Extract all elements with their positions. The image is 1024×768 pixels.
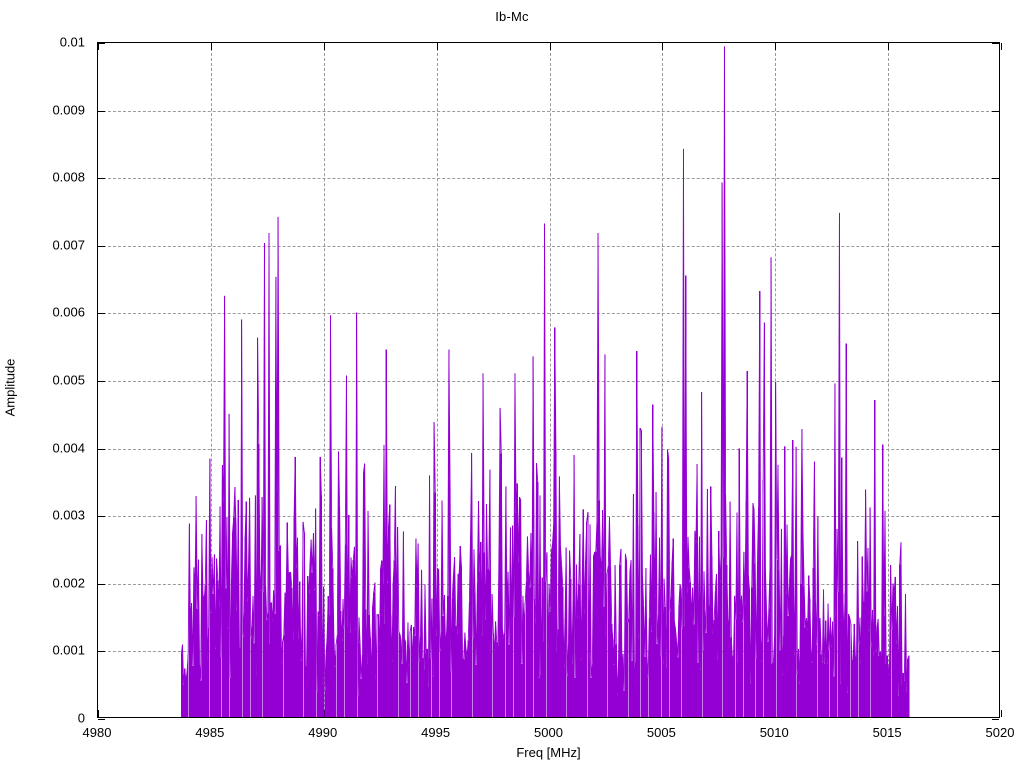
y-tick-mark [98, 110, 105, 112]
x-tick-label: 5015 [872, 725, 902, 740]
y-tick-mark [992, 381, 999, 382]
gridline-horizontal [98, 448, 999, 450]
chart-title: Ib-Mc [495, 9, 529, 24]
gridline-vertical [210, 43, 212, 717]
y-tick-mark [98, 178, 105, 180]
y-tick-mark [992, 43, 999, 44]
y-tick-label: 0 [77, 710, 85, 726]
plot-area [97, 42, 1002, 720]
y-tick-mark [992, 313, 999, 315]
x-tick-mark [98, 710, 99, 717]
x-tick-label: 5000 [534, 725, 563, 740]
y-tick-label: 0.01 [59, 34, 85, 50]
x-tick-mark [210, 43, 212, 50]
y-tick-mark [992, 719, 999, 720]
y-tick-mark [98, 313, 105, 315]
y-tick-mark [98, 245, 105, 247]
y-tick-label: 0.001 [52, 642, 85, 658]
y-tick-mark [98, 583, 105, 585]
x-tick-mark [323, 43, 325, 50]
y-axis-title: Amplitude [2, 358, 18, 417]
gridline-vertical [888, 43, 890, 717]
spectrum-series [180, 46, 910, 717]
gridline-horizontal [98, 381, 999, 382]
y-tick-mark [992, 583, 999, 585]
spectrum-impulses [180, 46, 910, 717]
x-tick-label: 5020 [985, 725, 1015, 740]
y-tick-mark [992, 110, 999, 112]
y-tick-mark [992, 516, 999, 518]
spectrum-trace [180, 46, 910, 697]
x-tick-mark [436, 43, 438, 50]
y-tick-mark [98, 448, 105, 450]
x-tick-mark [662, 43, 664, 50]
y-tick-label: 0.005 [52, 372, 85, 388]
gridline-vertical [436, 43, 438, 717]
gridline-horizontal [98, 245, 999, 247]
x-tick-mark [888, 43, 890, 50]
y-tick-mark [98, 43, 105, 44]
y-tick-mark [98, 516, 105, 518]
gridline-horizontal [98, 516, 999, 518]
y-tick-mark [992, 178, 999, 180]
y-tick-mark [992, 448, 999, 450]
y-tick-label: 0.002 [52, 575, 85, 591]
y-tick-label: 0.007 [52, 237, 85, 253]
x-tick-mark [1001, 43, 1002, 50]
y-tick-mark [992, 245, 999, 247]
gridline-horizontal [98, 313, 999, 315]
y-tick-label: 0.006 [52, 304, 85, 320]
x-tick-label: 5005 [646, 725, 676, 740]
x-tick-label: 4980 [82, 725, 112, 740]
x-tick-label: 5010 [759, 725, 789, 740]
gridline-vertical [775, 43, 777, 717]
gridline-horizontal [98, 178, 999, 180]
x-tick-label: 4985 [195, 725, 225, 740]
x-tick-mark [775, 43, 777, 50]
y-tick-mark [98, 719, 105, 720]
gridline-vertical [549, 43, 551, 717]
y-tick-mark [992, 651, 999, 653]
x-tick-mark [549, 43, 551, 50]
gridline-vertical [662, 43, 664, 717]
gridline-horizontal [98, 110, 999, 112]
y-tick-label: 0.008 [52, 169, 85, 185]
gridline-vertical [323, 43, 325, 717]
y-tick-mark [98, 381, 105, 382]
y-tick-label: 0.009 [52, 102, 85, 118]
x-tick-label: 4995 [421, 725, 451, 740]
x-tick-mark [98, 43, 99, 50]
x-tick-mark [1001, 710, 1002, 717]
x-axis-title: Freq [MHz] [516, 745, 581, 760]
y-tick-label: 0.004 [52, 440, 85, 456]
gridline-horizontal [98, 583, 999, 585]
x-tick-label: 4990 [308, 725, 338, 740]
y-tick-label: 0.003 [52, 507, 85, 523]
y-tick-mark [98, 651, 105, 653]
x-tick-mark [323, 710, 325, 717]
